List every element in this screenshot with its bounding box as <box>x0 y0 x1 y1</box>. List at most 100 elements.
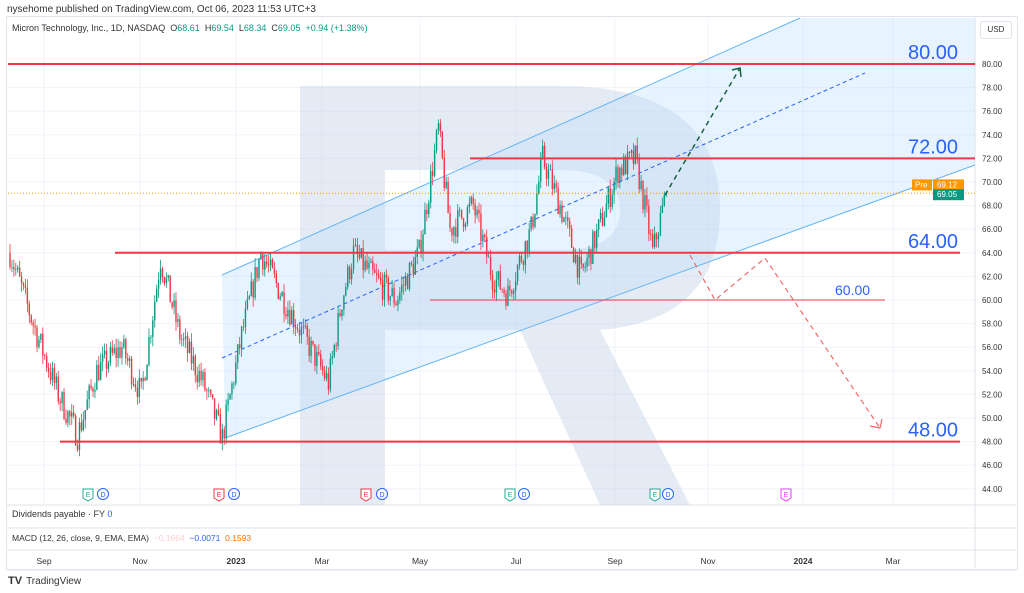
candle-body <box>38 339 40 347</box>
candle-body <box>530 216 532 230</box>
candle-body <box>345 286 347 296</box>
price-tick: 54.00 <box>982 367 1003 376</box>
candle-body <box>364 260 366 271</box>
candle-body <box>88 385 90 400</box>
candle-body <box>265 261 268 265</box>
candle-body <box>100 361 102 381</box>
candle-body <box>196 375 198 383</box>
candle-body <box>264 261 266 270</box>
candle-body <box>379 277 382 281</box>
candle-body <box>352 245 355 270</box>
candle-body <box>603 217 606 226</box>
candle-body <box>437 123 440 131</box>
currency-button[interactable]: USD <box>980 21 1012 39</box>
candle-body <box>206 390 208 392</box>
dividend-icon <box>228 488 240 500</box>
candle-body <box>125 339 127 359</box>
candle-body <box>623 156 625 175</box>
price-tick: 58.00 <box>982 320 1003 329</box>
candle-body <box>190 341 193 364</box>
tv-logo-icon: TV <box>8 575 23 587</box>
price-tick: 78.00 <box>982 84 1003 93</box>
high-value: 69.54 <box>211 23 234 33</box>
price-tick: 56.00 <box>982 343 1003 352</box>
candle-body <box>648 205 650 235</box>
candle-body <box>403 284 405 286</box>
candle-body <box>154 301 156 321</box>
candle-body <box>18 267 21 277</box>
candle-body <box>244 308 247 328</box>
price-tick: 52.00 <box>982 390 1003 399</box>
candle-body <box>348 266 351 280</box>
candle-body <box>653 233 656 248</box>
candle-body <box>127 358 129 361</box>
candle-body <box>335 345 337 347</box>
candle-body <box>341 309 343 317</box>
open-value: 68.61 <box>177 23 200 33</box>
candle-body <box>121 347 123 358</box>
pre-badge <box>912 179 932 191</box>
pre-price-badge <box>933 179 964 191</box>
candle-body <box>300 326 303 336</box>
candle-body <box>36 327 38 347</box>
candle-body <box>657 235 660 240</box>
candle-body <box>557 187 559 215</box>
brand-name: TradingView <box>26 575 82 587</box>
candle-body <box>144 377 146 381</box>
candle-body <box>468 203 471 208</box>
earnings-icon <box>504 488 516 502</box>
candle-body <box>63 391 65 419</box>
candle-body <box>304 325 306 327</box>
candle-body <box>464 224 467 228</box>
price-tick: 66.00 <box>982 225 1003 234</box>
candle-body <box>138 377 141 397</box>
close-value: 69.05 <box>277 23 301 33</box>
candle-body <box>555 183 557 188</box>
candle-body <box>549 169 552 171</box>
candle-body <box>597 219 600 230</box>
macd-hist: −0.1664 <box>153 533 185 543</box>
candle-body <box>455 227 457 237</box>
candle-body <box>323 370 326 379</box>
candle-body <box>211 394 214 399</box>
candle-body <box>74 415 77 446</box>
candle-body <box>601 212 604 226</box>
candle-body <box>22 282 25 286</box>
candle-body <box>628 151 631 153</box>
candle-body <box>570 228 573 248</box>
dividend-marker: D <box>231 492 236 499</box>
candle-body <box>327 373 330 390</box>
candle-body <box>617 167 619 183</box>
candle-body <box>374 269 376 273</box>
candle-body <box>551 169 554 190</box>
candle-body <box>76 445 79 450</box>
price-tick: 76.00 <box>982 107 1003 116</box>
candle-body <box>26 288 29 304</box>
candle-body <box>358 254 361 258</box>
candle-body <box>204 372 206 391</box>
candle-body <box>563 217 565 222</box>
candle-body <box>262 253 264 270</box>
candle-body <box>155 288 158 302</box>
candle-body <box>449 213 451 229</box>
candle-body <box>42 333 44 356</box>
candle-body <box>59 401 61 404</box>
candle-body <box>318 351 320 355</box>
candle-body <box>235 362 237 384</box>
earnings-marker: E <box>86 492 91 499</box>
candle-body <box>644 195 646 210</box>
candle-body <box>514 281 517 291</box>
candle-body <box>383 274 386 300</box>
candle-body <box>316 351 318 366</box>
candle-body <box>522 261 525 265</box>
candle-body <box>202 372 204 381</box>
tradingview-logo[interactable]: TV TradingView <box>8 575 81 587</box>
candle-body <box>47 367 50 372</box>
candle-body <box>458 209 461 211</box>
candle-body <box>443 157 445 188</box>
candle-body <box>634 145 637 164</box>
time-tick: May <box>412 556 429 566</box>
candle-body <box>385 274 388 278</box>
bullish-arrowhead <box>731 67 742 78</box>
